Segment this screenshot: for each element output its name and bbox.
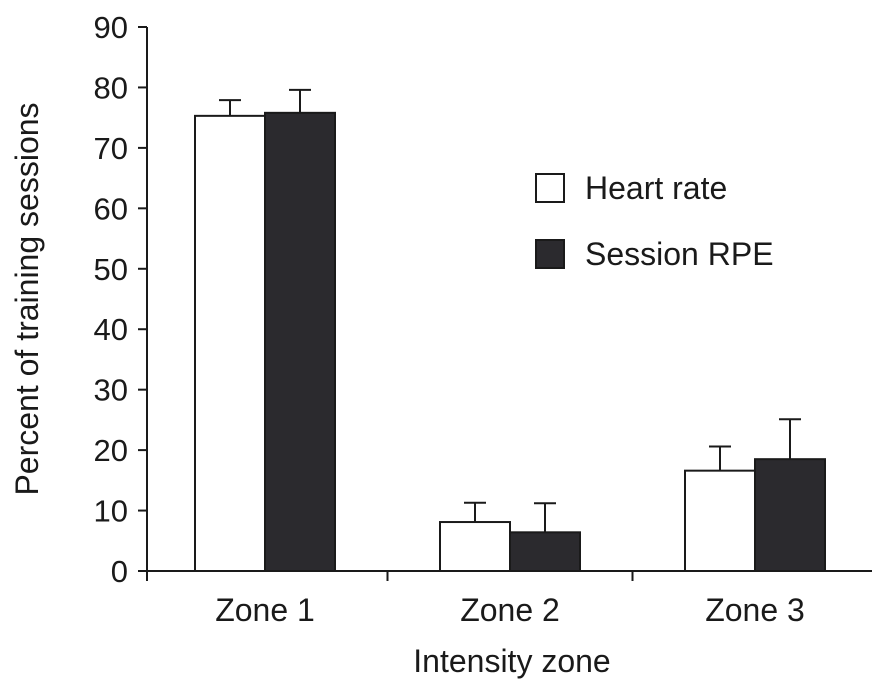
bar-heart-rate xyxy=(194,114,266,572)
x-category-label: Zone 1 xyxy=(215,592,315,628)
legend-label-session-rpe: Session RPE xyxy=(585,236,774,272)
y-tick-label: 90 xyxy=(94,10,128,45)
y-axis-title: Percent of training sessions xyxy=(9,102,45,495)
bar-session-rpe xyxy=(509,531,581,572)
axes-layer xyxy=(146,27,872,572)
x-axis-title: Intensity zone xyxy=(413,643,610,679)
legend-swatch-heart-rate xyxy=(535,173,565,203)
y-tick-label: 0 xyxy=(111,554,128,589)
x-ticks: Zone 1 Zone 2 Zone 3 xyxy=(146,571,805,628)
legend: Heart rate Session RPE xyxy=(535,170,774,272)
y-tick-label: 50 xyxy=(94,252,128,287)
legend-label-heart-rate: Heart rate xyxy=(585,170,727,206)
error-bars-layer xyxy=(219,88,801,533)
y-tick-label: 40 xyxy=(94,312,128,347)
y-ticks: 0 10 20 30 40 50 60 70 80 90 xyxy=(94,10,147,589)
legend-swatch-session-rpe xyxy=(535,239,565,269)
bar-heart-rate xyxy=(684,469,756,573)
y-tick-label: 10 xyxy=(94,494,128,529)
y-tick-label: 60 xyxy=(94,191,128,226)
y-tick-label: 80 xyxy=(94,70,128,105)
bar-heart-rate xyxy=(439,521,511,572)
bar-session-rpe xyxy=(264,111,336,572)
x-category-label: Zone 2 xyxy=(460,592,560,628)
bar-session-rpe xyxy=(754,458,826,572)
y-tick-label: 70 xyxy=(94,131,128,166)
y-tick-label: 20 xyxy=(94,433,128,468)
x-category-label: Zone 3 xyxy=(705,592,805,628)
y-tick-label: 30 xyxy=(94,373,128,408)
bars-layer xyxy=(194,111,826,573)
